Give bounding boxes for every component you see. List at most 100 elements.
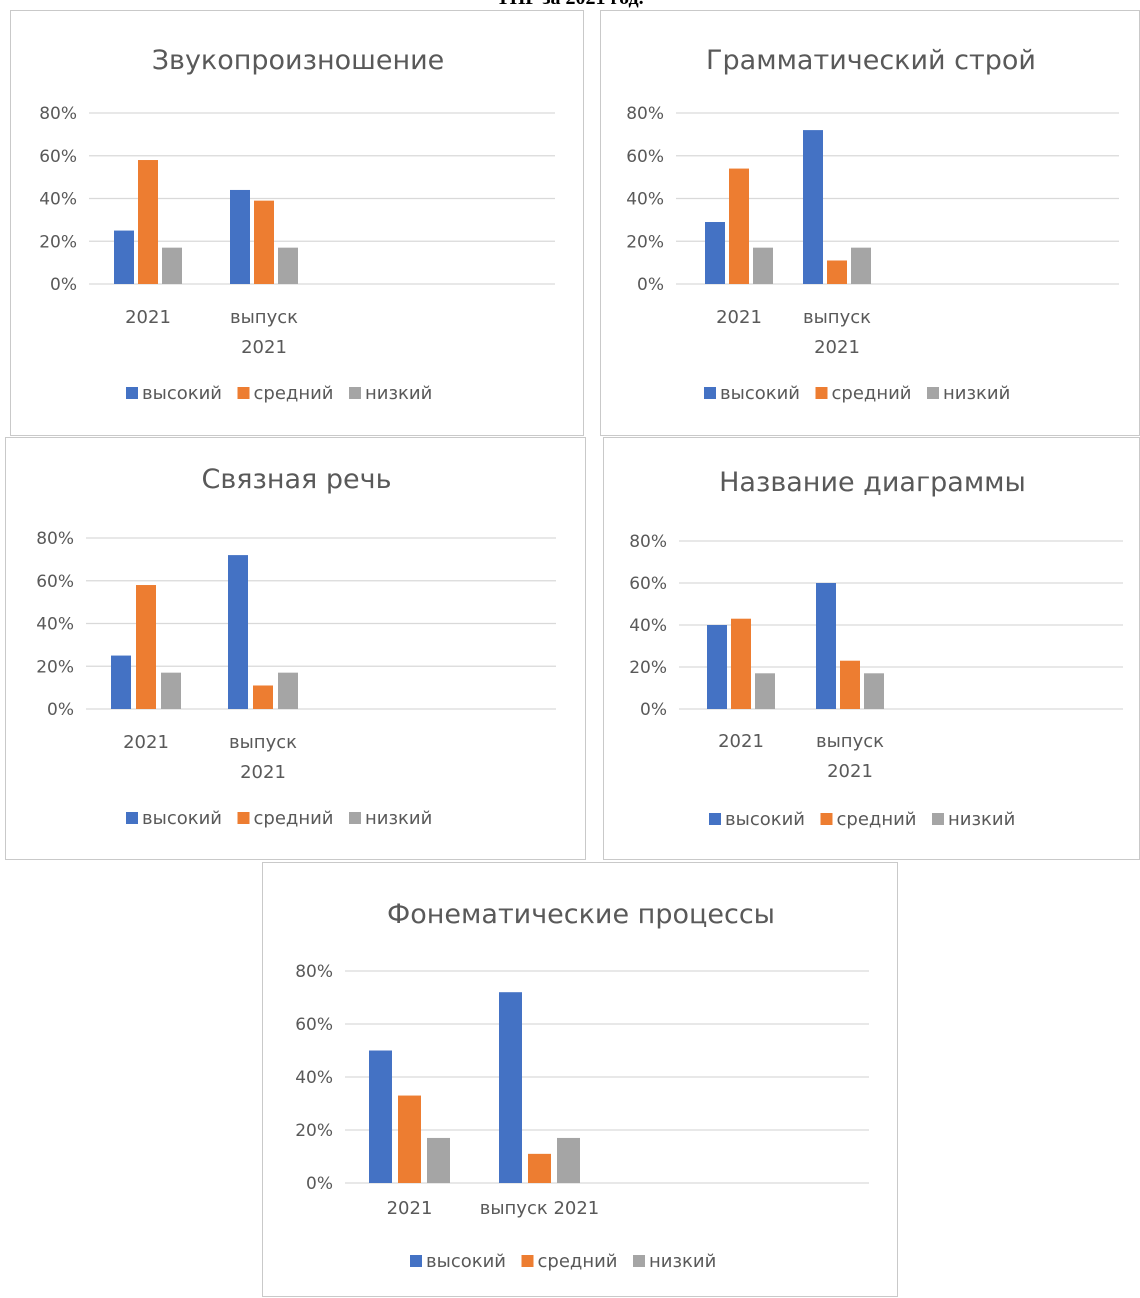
legend-swatch-высокий [126,812,138,824]
x-category-label: 2021 [716,307,762,328]
bar-высокий [230,189,250,284]
legend-label: средний [832,383,912,404]
x-category-label: выпуск [230,307,298,328]
bar-высокий [369,1050,392,1183]
bar-низкий [161,672,181,709]
y-tick-label: 20% [626,232,664,252]
x-category-label: 2021 [125,307,171,328]
y-tick-label: 80% [36,529,74,549]
bar-высокий [228,555,248,709]
legend-label: средний [254,383,334,404]
y-tick-label: 0% [47,700,74,720]
legend-label: высокий [142,383,222,404]
x-category-label: 2021 [814,337,860,358]
bar-средний [398,1095,421,1183]
chart-fonematicheskie-processy: Фонематические процессы 0% 20% 40% 60% 80% 202… [262,862,898,1297]
x-category-label: 2021 [718,731,764,752]
chart-svg: Фонематические процессы 0% 20% 40% 60% 80% 202… [295,899,869,1272]
legend-label: низкий [948,809,1015,830]
y-tick-label: 60% [629,574,667,594]
y-tick-label: 60% [626,147,664,167]
chart-svg: Грамматический строй 0% 20% 40% 60% 80% 2021 вы… [626,45,1119,404]
legend-label: низкий [943,383,1010,404]
x-category-label: 2021 [241,337,287,358]
x-category-label: 2021 [123,732,169,753]
bar-средний [136,585,156,709]
y-tick-label: 20% [36,657,74,677]
legend-swatch-средний [237,812,250,824]
bar-низкий [427,1137,450,1183]
y-tick-label: 40% [626,190,664,210]
chart-title: Грамматический строй [706,45,1036,76]
bar-низкий [864,673,884,709]
legend-swatch-средний [815,387,828,399]
bar-низкий [278,672,298,709]
legend-swatch-высокий [126,387,138,399]
bar-низкий [162,247,182,284]
bar-средний [827,260,847,284]
legend-swatch-средний [820,813,833,825]
legend-swatch-средний [521,1255,534,1267]
chart-title: Фонематические процессы [387,899,775,930]
chart-svg: Связная речь 0% 20% 40% 60% 80% 2021 выпуск 2021… [36,464,556,829]
bar-низкий [278,247,298,284]
chart-title: Связная речь [201,464,391,495]
legend-label: низкий [365,383,432,404]
legend-label: высокий [720,383,800,404]
chart-title: Звукопроизношение [152,45,445,76]
legend-label: средний [254,808,334,829]
y-tick-label: 20% [629,658,667,678]
bar-высокий [499,992,522,1183]
bar-низкий [851,247,871,284]
legend-swatch-низкий [349,387,361,399]
bar-средний [253,685,273,709]
y-tick-label: 80% [629,532,667,552]
legend-label: низкий [365,808,432,829]
y-tick-label: 60% [36,572,74,592]
bar-низкий [755,673,775,709]
bar-высокий [707,625,727,709]
chart-grammaticheskiy-stroy: Грамматический строй 0% 20% 40% 60% 80% 2021 вы… [600,10,1140,436]
legend-label: средний [538,1251,618,1272]
bar-высокий [816,583,836,709]
legend-swatch-высокий [410,1255,422,1267]
y-tick-label: 80% [626,104,664,124]
chart-title: Название диаграммы [719,467,1026,498]
y-tick-label: 40% [295,1068,333,1088]
bar-средний [138,160,158,284]
bar-высокий [705,222,725,284]
x-category-label: 2021 [240,762,286,783]
x-category-label: выпуск [803,307,871,328]
y-tick-label: 80% [39,104,77,124]
bar-средний [528,1153,551,1183]
bar-средний [254,200,274,284]
legend-label: высокий [426,1251,506,1272]
bar-средний [731,618,751,709]
y-tick-label: 0% [50,275,77,295]
bar-высокий [803,130,823,284]
legend-swatch-средний [237,387,250,399]
legend-swatch-низкий [349,812,361,824]
y-tick-label: 40% [36,615,74,635]
x-category-label: 2021 [827,761,873,782]
legend-swatch-низкий [633,1255,645,1267]
y-tick-label: 20% [295,1121,333,1141]
x-category-label: выпуск [229,732,297,753]
y-tick-label: 60% [39,147,77,167]
legend-label: низкий [649,1251,716,1272]
chart-zvukoproiznoshenie: Звукопроизношение 0% 20% 40% 60% 80% 2021 выпус… [10,10,584,436]
chart-svg: Звукопроизношение 0% 20% 40% 60% 80% 2021 выпус… [39,45,555,404]
y-tick-label: 40% [629,616,667,636]
bar-высокий [114,230,134,284]
bar-средний [729,168,749,284]
bar-высокий [111,655,131,709]
y-tick-label: 60% [295,1015,333,1035]
legend-swatch-высокий [704,387,716,399]
legend-swatch-высокий [709,813,721,825]
y-tick-label: 40% [39,190,77,210]
legend-label: высокий [142,808,222,829]
legend-label: высокий [725,809,805,830]
bar-низкий [753,247,773,284]
y-tick-label: 20% [39,232,77,252]
x-category-label: 2021 [387,1198,433,1219]
